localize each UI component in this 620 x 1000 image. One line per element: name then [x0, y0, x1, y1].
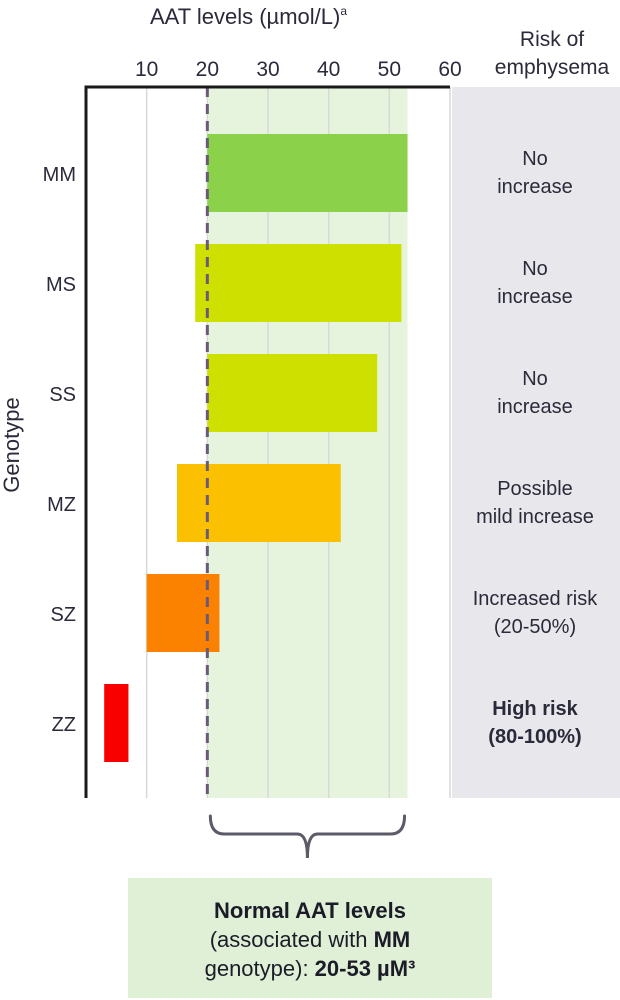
callout-line2-prefix: (associated with [209, 927, 374, 952]
risk-text-line: Increased risk [472, 588, 598, 610]
y-tick-label-sz: SZ [50, 604, 76, 626]
risk-text-line: increase [497, 286, 573, 308]
risk-text-zz: High risk (80-100%) [452, 695, 618, 751]
callout-line3-bold: 20-53 µM³ [314, 956, 416, 981]
risk-text-line: mild increase [476, 506, 594, 528]
y-tick-label-ms: MS [46, 274, 76, 296]
x-tick-label-30: 30 [256, 58, 279, 81]
bar-zz [104, 684, 129, 762]
bar-mz [177, 464, 341, 542]
callout-title: Normal AAT levels [214, 898, 406, 923]
bar-ss [207, 354, 378, 432]
risk-text-line: No [522, 368, 548, 390]
risk-column-title: Risk of emphysema [482, 26, 620, 82]
bar-ms [195, 244, 402, 322]
x-tick-label-20: 20 [196, 58, 219, 81]
bar-mm [207, 134, 408, 212]
x-axis-title: AAT levels (µmol/L)a [150, 4, 348, 29]
y-tick-label-mz: MZ [47, 494, 76, 516]
risk-title-line-1: Risk of [519, 28, 585, 51]
risk-title-line-2: emphysema [494, 56, 610, 79]
x-tick-label-60: 60 [438, 58, 461, 81]
y-axis-title: Genotype [0, 397, 24, 493]
risk-text-line: increase [497, 396, 573, 418]
y-tick-label-ss: SS [49, 384, 76, 406]
risk-text-line: increase [497, 176, 573, 198]
callout-line3-prefix: genotype): [204, 956, 315, 981]
risk-text-line: High risk [492, 698, 578, 720]
risk-panel-background [452, 87, 620, 798]
x-tick-label-50: 50 [378, 58, 401, 81]
x-tick-label-10: 10 [135, 58, 158, 81]
risk-text-ms: No increase [452, 255, 618, 311]
normal-range-bracket [208, 814, 407, 859]
risk-text-line: (20-50%) [493, 616, 577, 638]
risk-text-line: No [522, 258, 548, 280]
risk-text-mm: No increase [452, 145, 618, 201]
risk-text-line: Possible [497, 478, 573, 500]
risk-text-line: No [522, 148, 548, 170]
callout-line2-bold: MM [373, 927, 411, 952]
normal-levels-callout: Normal AAT levels (associated with MM ge… [128, 878, 492, 998]
risk-text-line: (80-100%) [488, 726, 582, 748]
risk-text-ss: No increase [452, 365, 618, 421]
x-tick-label-40: 40 [317, 58, 340, 81]
risk-text-mz: Possible mild increase [452, 475, 618, 531]
y-tick-label-zz: ZZ [52, 714, 76, 736]
risk-text-sz: Increased risk (20-50%) [452, 585, 618, 641]
y-tick-label-mm: MM [43, 164, 76, 186]
